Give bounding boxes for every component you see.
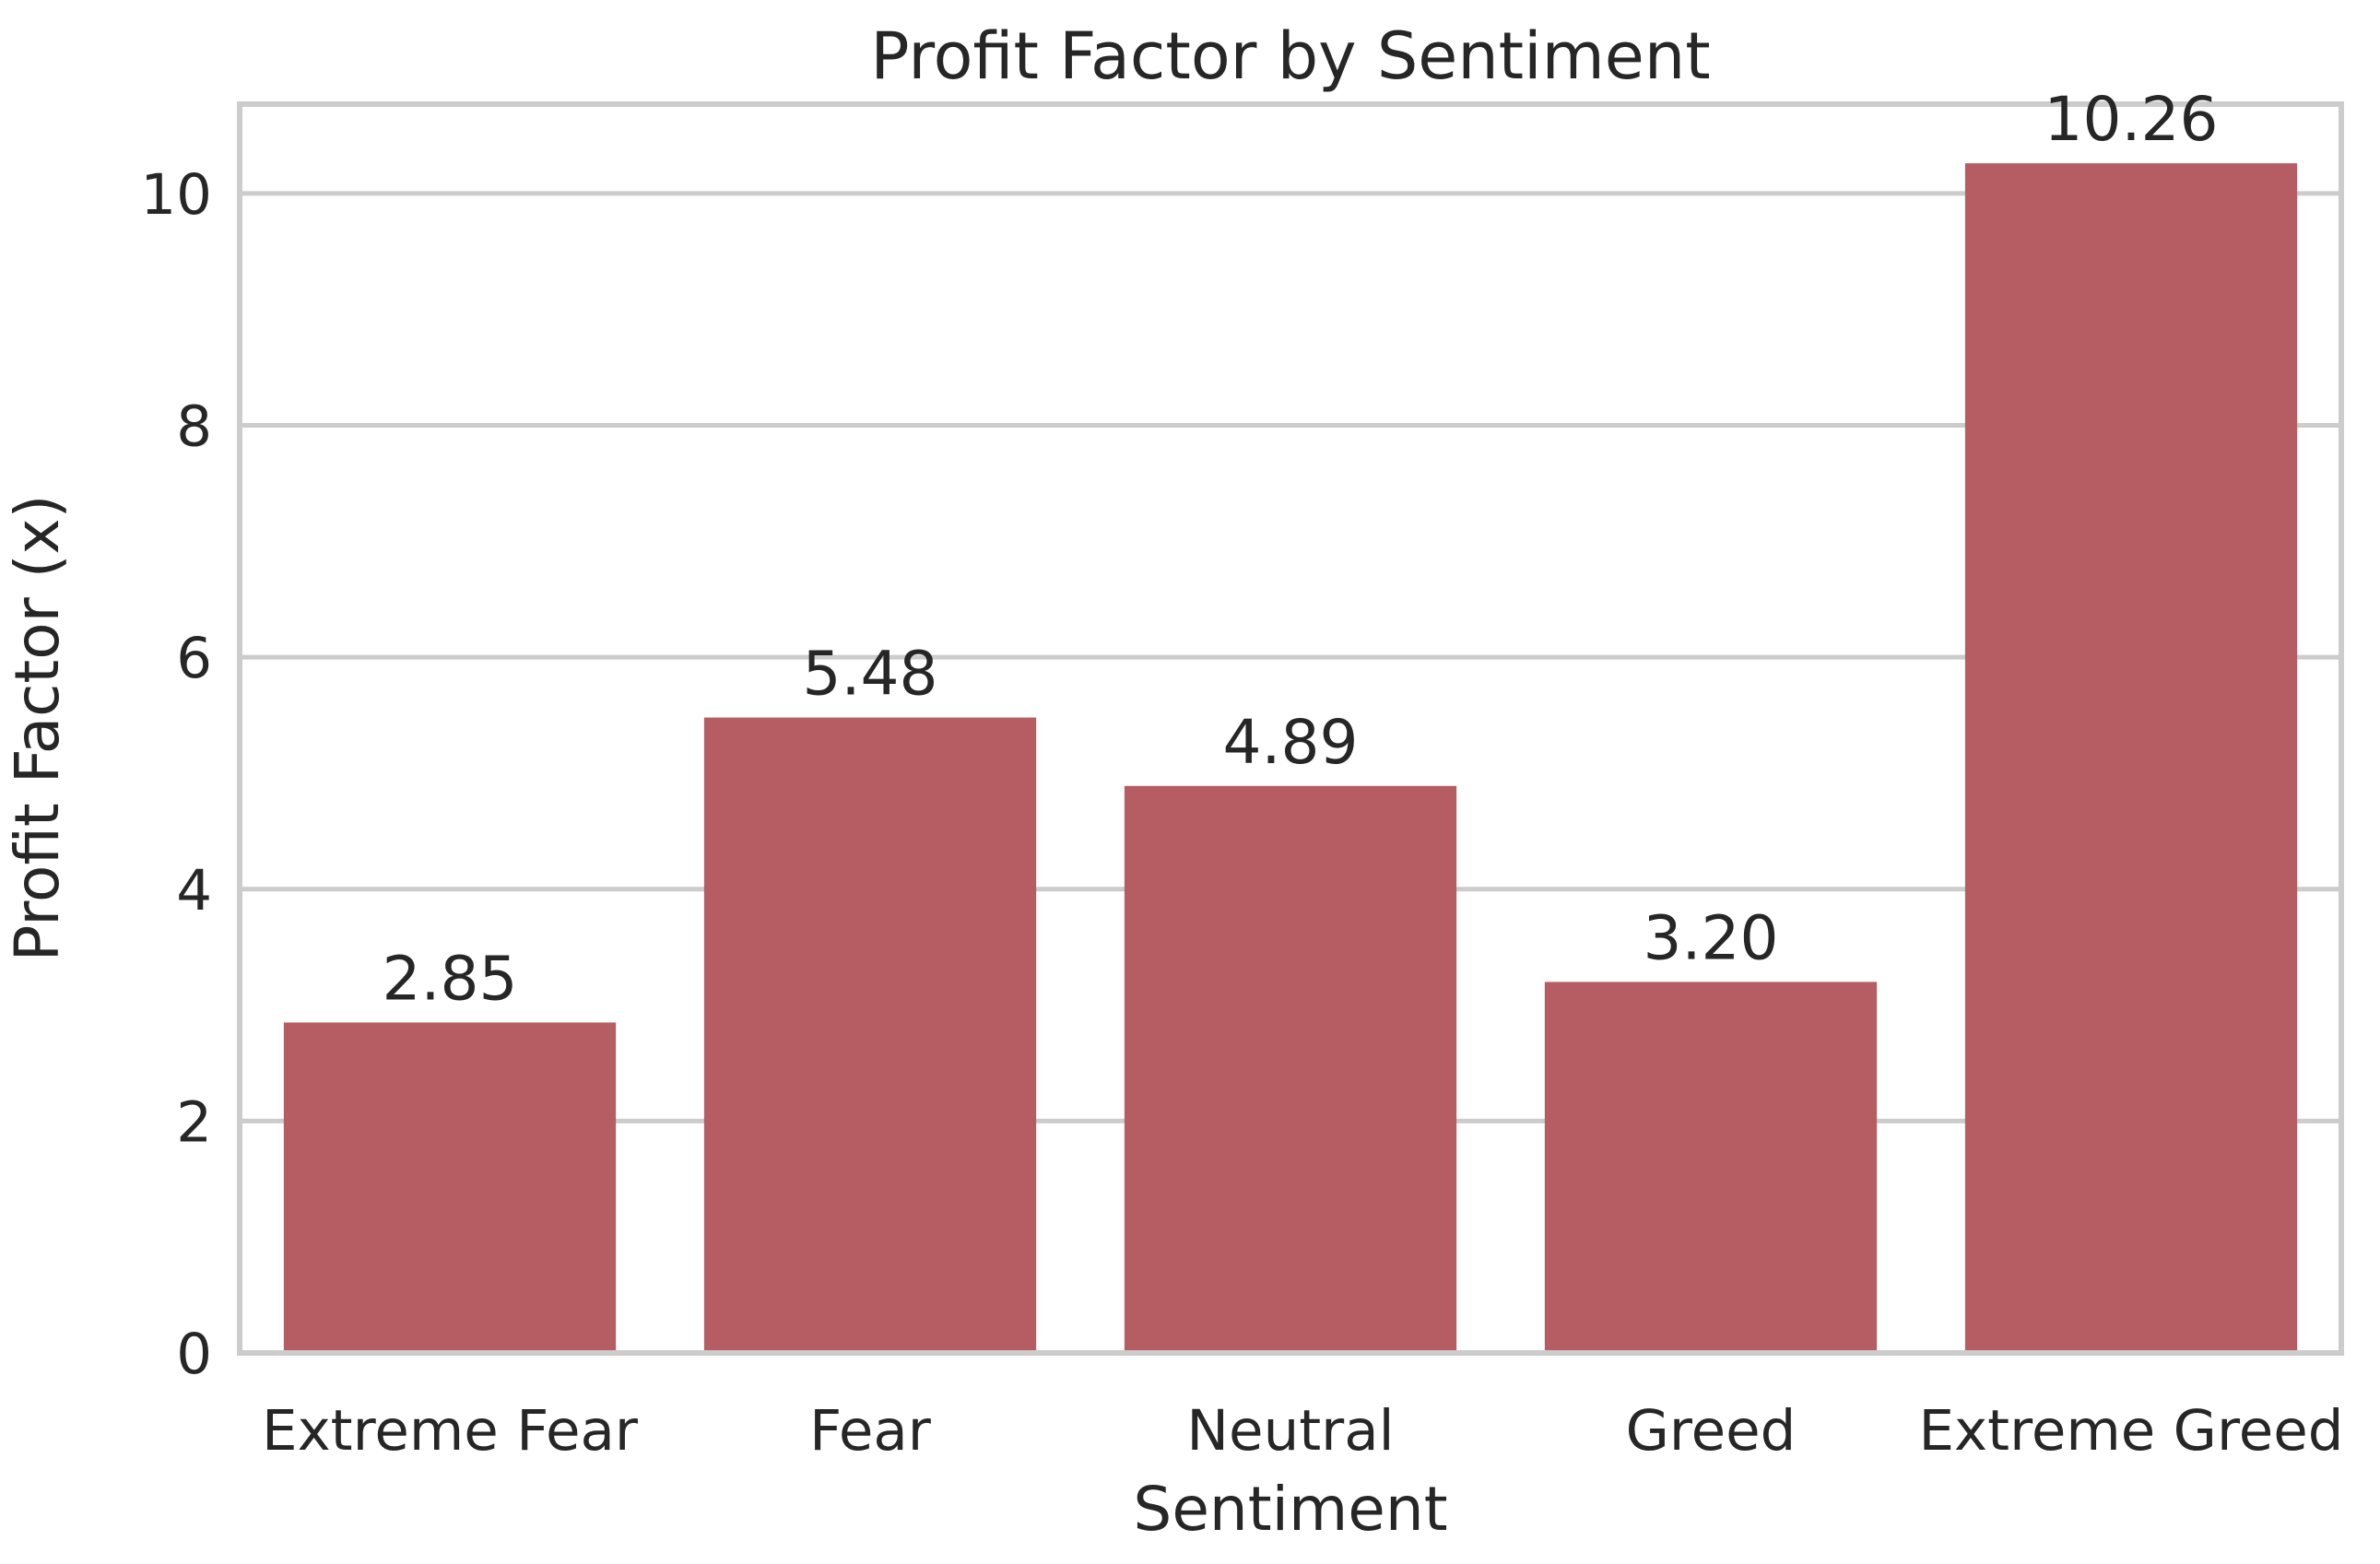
data-label: 4.89: [1223, 707, 1359, 778]
y-tick-label: 0: [176, 1322, 212, 1387]
data-label: 3.20: [1644, 902, 1779, 973]
y-tick-label: 2: [176, 1089, 212, 1155]
plot-frame: [237, 101, 2344, 1356]
bar-extreme-fear: [283, 1022, 617, 1353]
data-label: 10.26: [2044, 84, 2219, 155]
data-label: 5.48: [803, 639, 938, 710]
x-tick-label: Extreme Greed: [1919, 1398, 2344, 1464]
bar-neutral: [1124, 785, 1457, 1353]
x-tick-labels: Extreme Fear Fear Neutral Greed Extreme Gree…: [262, 1398, 2343, 1464]
data-label: 2.85: [383, 943, 518, 1014]
data-labels: 2.85 5.48 4.89 3.20 10.26: [383, 84, 2219, 1014]
x-tick-label: Extreme Fear: [262, 1398, 639, 1464]
x-axis-label: Sentiment: [1133, 1474, 1447, 1545]
bar-fear: [703, 717, 1037, 1353]
y-tick-label: 4: [176, 858, 212, 923]
bars: [283, 163, 2298, 1354]
y-tick-label: 6: [176, 626, 212, 691]
bar-greed: [1544, 982, 1878, 1353]
y-tick-label: 10: [140, 162, 212, 228]
y-tick-label: 8: [176, 394, 212, 460]
x-tick-label: Greed: [1626, 1398, 1797, 1464]
y-tick-labels: 0 2 4 6 8 10: [140, 162, 212, 1387]
x-tick-label: Neutral: [1186, 1398, 1394, 1464]
y-axis-label: Profit Factor (x): [2, 495, 73, 962]
bar-extreme-greed: [1964, 163, 2298, 1354]
chart-title: Profit Factor by Sentiment: [870, 18, 1710, 94]
x-tick-label: Fear: [809, 1398, 932, 1464]
